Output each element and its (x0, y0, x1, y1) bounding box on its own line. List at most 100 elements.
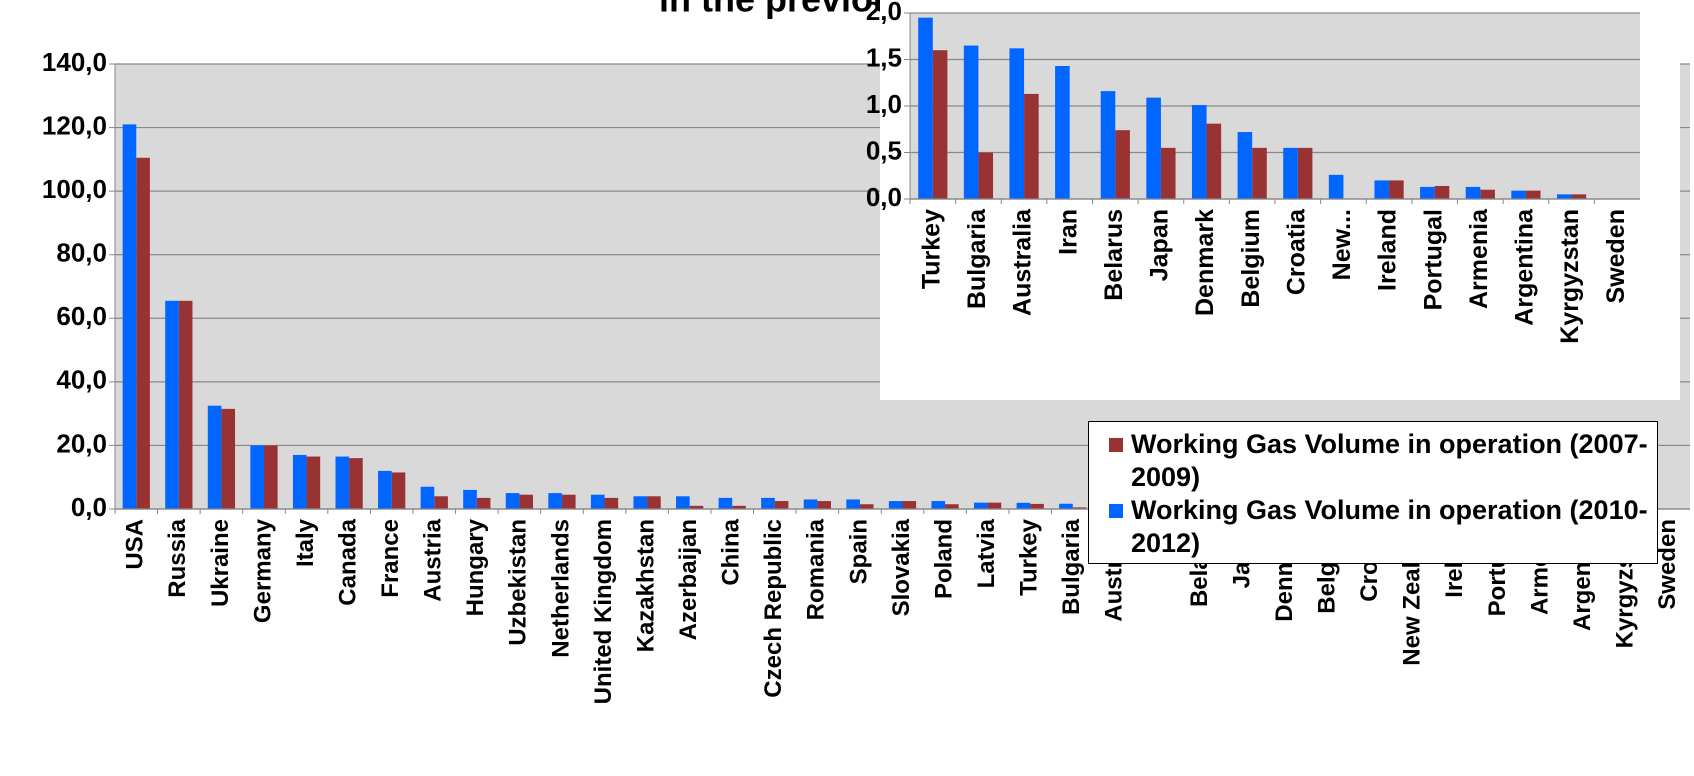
bar (918, 17, 933, 200)
bar (732, 505, 746, 509)
bar (633, 496, 648, 509)
x-tick-label: Bulgaria (1058, 518, 1085, 615)
y-tick-label: 140,0 (42, 47, 107, 77)
bar (846, 499, 860, 509)
bar (1059, 503, 1073, 509)
bar (1571, 194, 1587, 199)
x-tick-label: Romania (803, 518, 830, 620)
bar (207, 405, 222, 509)
x-tick-label: Ukraine (207, 519, 234, 607)
bar (378, 470, 392, 509)
legend-item: Working Gas Volume in operation (2010-20… (1097, 494, 1649, 560)
bar (1389, 180, 1404, 199)
bar (561, 494, 576, 509)
bar (1434, 185, 1450, 199)
bar (963, 45, 979, 199)
bar (932, 50, 948, 200)
x-tick-label: Portugal (1419, 209, 1447, 310)
bar (774, 501, 789, 509)
y-tick-label: 0,5 (866, 135, 902, 165)
bar (1191, 105, 1207, 199)
bar (250, 445, 264, 509)
x-tick-label: Uzbekistan (505, 519, 532, 646)
bar (931, 501, 946, 509)
bar (349, 458, 363, 509)
x-tick-label: Japan (1146, 209, 1174, 281)
bar (1556, 194, 1572, 199)
x-tick-label: Bulgaria (963, 208, 991, 309)
bar (604, 497, 619, 509)
x-tick-label: Iran (1054, 209, 1082, 255)
x-tick-label: China (718, 518, 745, 585)
bar (306, 456, 321, 509)
y-tick-label: 2,0 (866, 0, 902, 26)
x-tick-label: Sweden (1602, 209, 1630, 303)
bar (1420, 186, 1435, 199)
bar (476, 497, 491, 509)
bar (1283, 147, 1298, 199)
x-tick-label: USA (122, 519, 149, 570)
x-tick-label: Croatia (1282, 208, 1310, 295)
x-tick-label: Belarus (1100, 209, 1128, 301)
bar (335, 456, 350, 509)
bar (505, 493, 520, 509)
x-tick-label: New... (1328, 209, 1356, 280)
bar (519, 494, 534, 509)
bar (1072, 507, 1087, 509)
x-tick-label: Netherlands (547, 519, 574, 658)
legend-label: Working Gas Volume in operation (2010-20… (1131, 495, 1648, 558)
x-tick-label: Czech Republic (760, 519, 787, 698)
x-tick-label: Kyrgyzstan (1556, 209, 1584, 344)
bar (1146, 97, 1161, 199)
x-tick-label: United Kingdom (590, 519, 617, 704)
bar (122, 124, 137, 510)
bar (165, 300, 179, 509)
x-tick-label: Spain (845, 519, 872, 584)
bar (1480, 189, 1495, 199)
x-tick-label: France (377, 519, 404, 598)
bar (1016, 502, 1031, 509)
bar (817, 501, 831, 509)
y-tick-label: 120,0 (42, 110, 107, 140)
x-tick-label: Belgium (1237, 209, 1265, 308)
bar (463, 489, 477, 509)
x-tick-label: Argentina (1511, 208, 1539, 326)
bar (1374, 180, 1390, 199)
bar (1297, 147, 1313, 199)
bar (292, 454, 307, 509)
bar (1160, 147, 1176, 199)
bar (803, 499, 818, 509)
bar (391, 472, 406, 509)
bar (978, 152, 994, 199)
x-tick-label: Canada (334, 518, 361, 605)
x-tick-label: Sweden (1654, 519, 1681, 610)
x-tick-label: Russia (164, 518, 191, 597)
x-tick-label: Germany (249, 518, 276, 623)
x-tick-label: Austria (420, 518, 447, 601)
bar (1511, 190, 1526, 199)
bar (974, 502, 988, 509)
legend: Working Gas Volume in operation (2007-20… (1088, 421, 1658, 564)
x-tick-label: Australia (1009, 208, 1037, 316)
bar (221, 408, 236, 509)
x-tick-label: Turkey (1016, 518, 1043, 596)
legend-item: Working Gas Volume in operation (2007-20… (1097, 428, 1649, 494)
bar (420, 486, 435, 509)
x-tick-label: Azerbaijan (675, 519, 702, 640)
bar (718, 497, 733, 509)
bar (676, 496, 690, 509)
x-tick-label: Kazakhstan (632, 519, 659, 652)
x-tick-label: Italy (292, 518, 319, 567)
bar (178, 300, 193, 509)
y-tick-label: 1,0 (866, 89, 902, 119)
bar (945, 504, 959, 509)
bar (1206, 123, 1222, 199)
bar (1009, 48, 1025, 200)
bar (1237, 132, 1253, 199)
y-tick-label: 0,0 (866, 182, 902, 212)
bar (548, 493, 562, 509)
x-tick-label: Slovakia (888, 518, 915, 616)
y-tick-label: 60,0 (56, 301, 107, 331)
bar (136, 157, 150, 509)
legend-swatch (1109, 438, 1123, 452)
